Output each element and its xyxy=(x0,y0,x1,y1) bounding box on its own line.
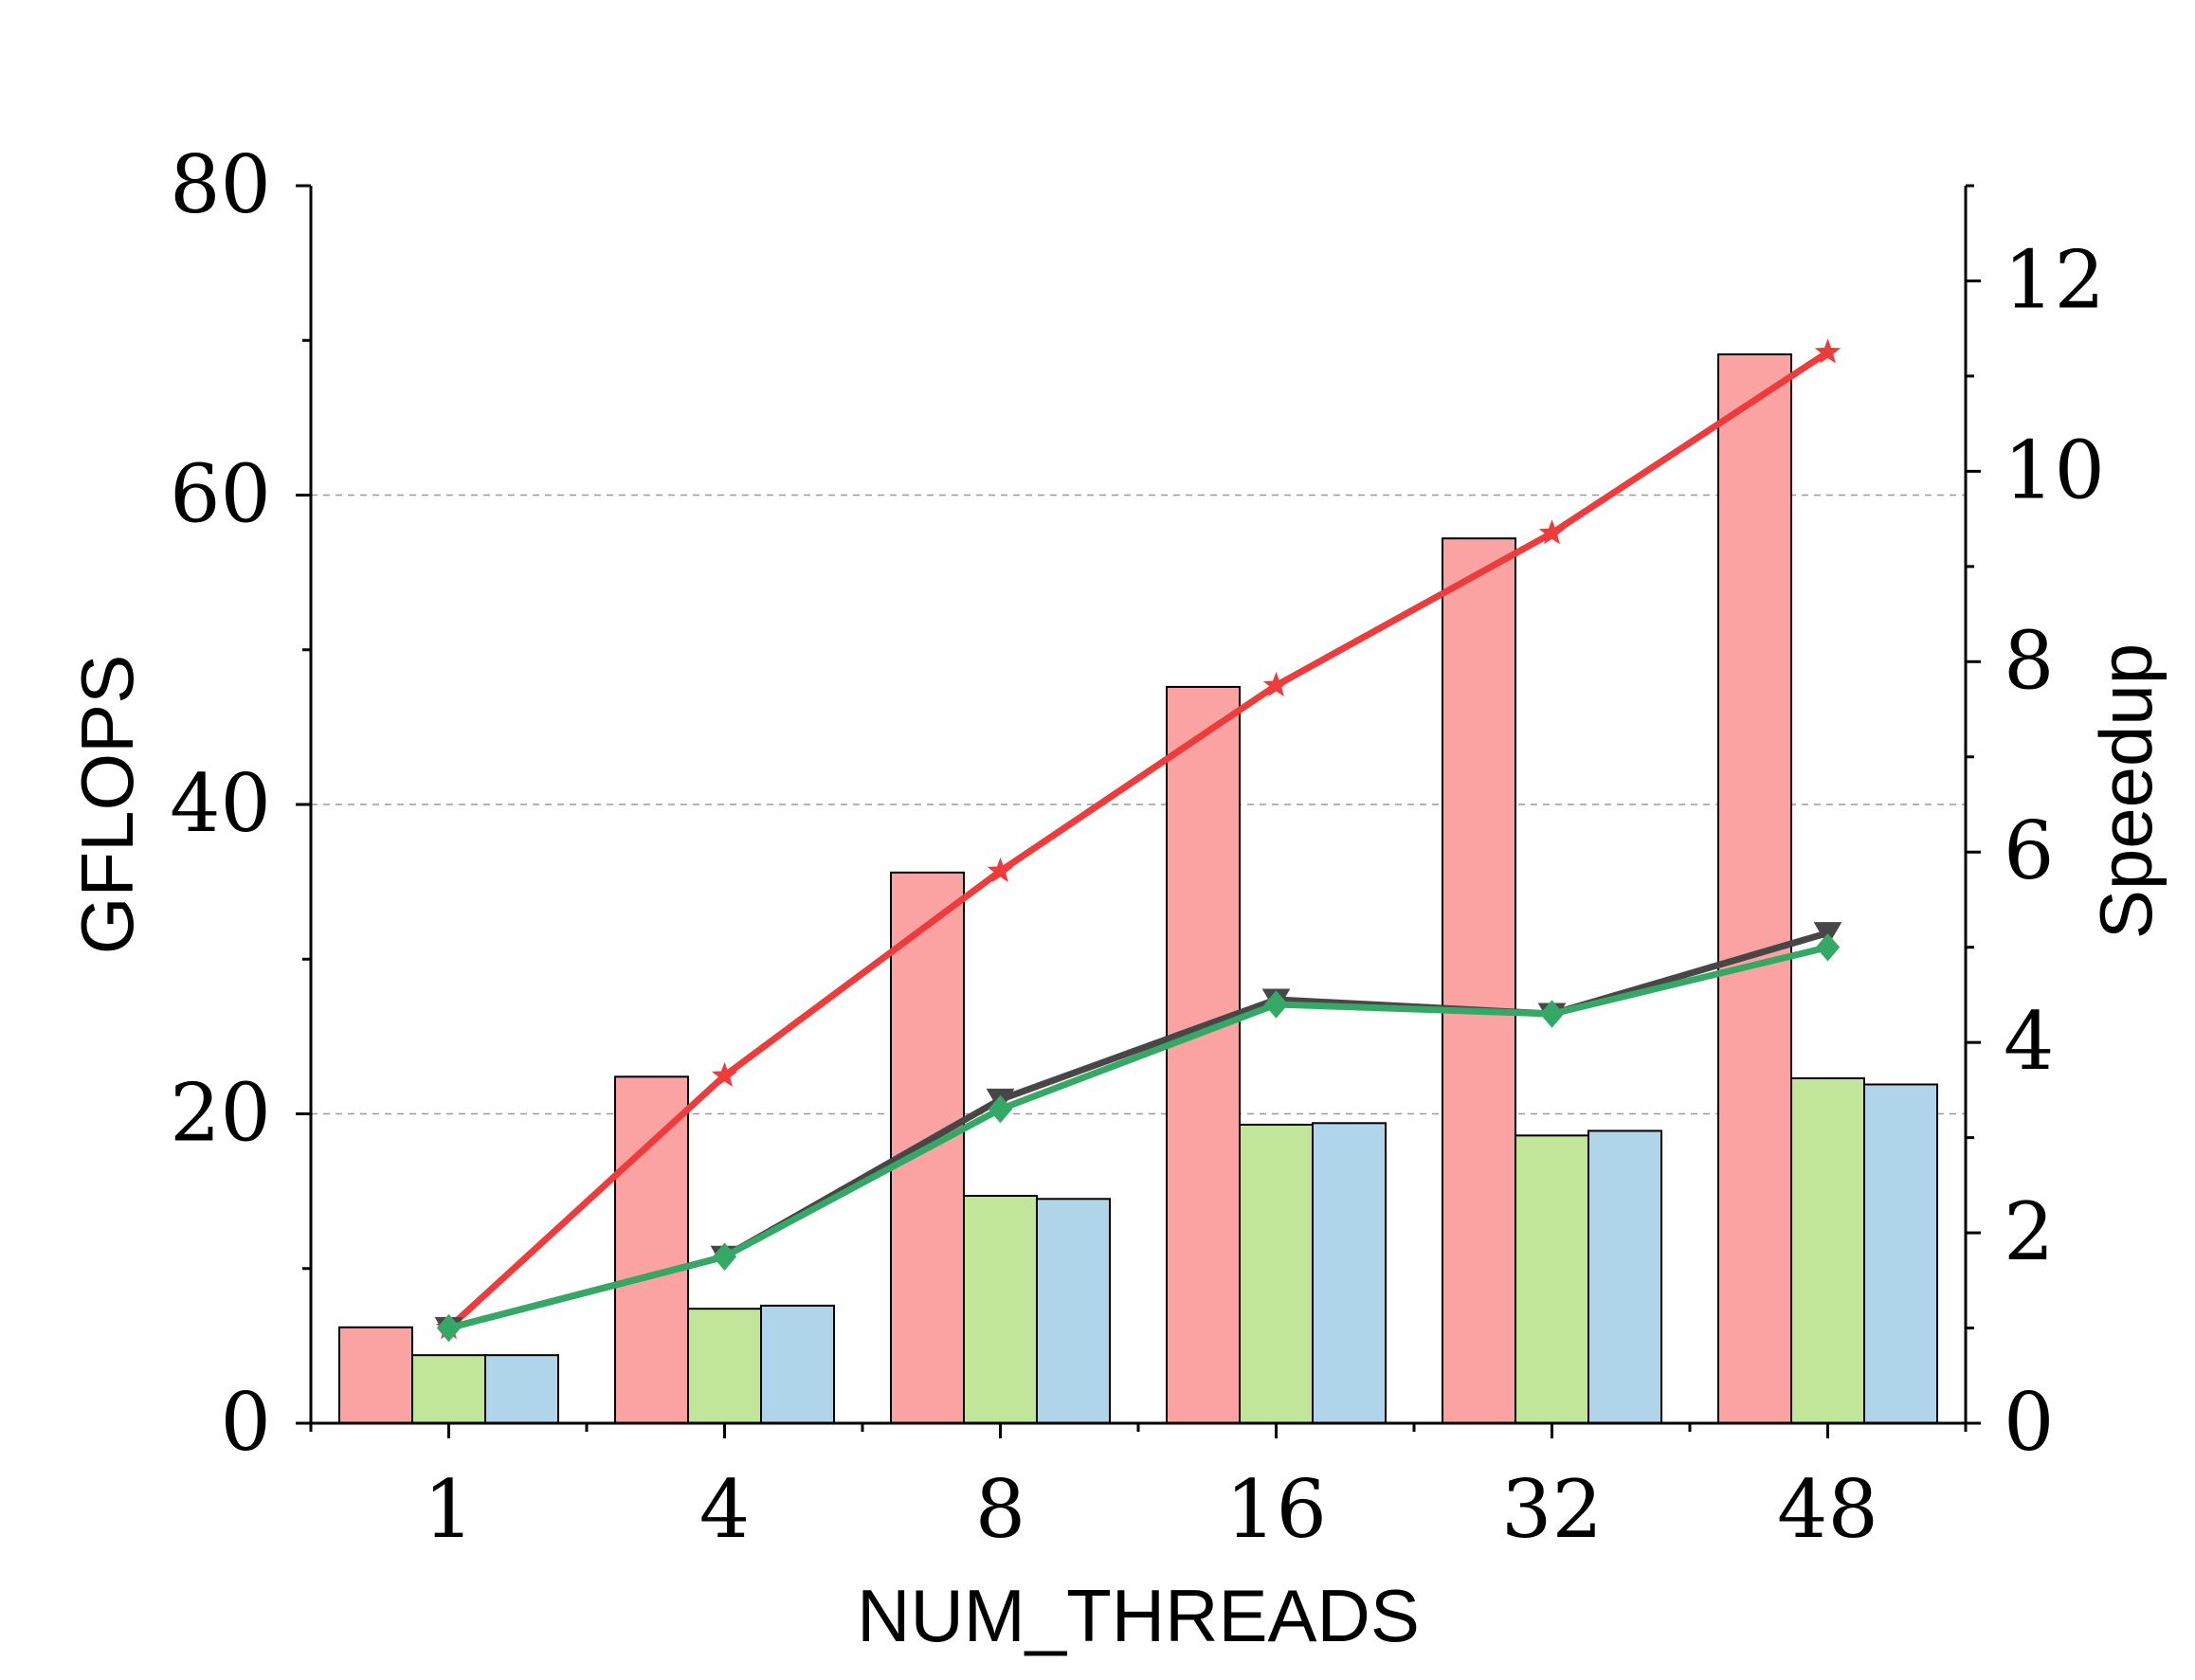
speedup-point-series3-48 xyxy=(1815,932,1841,962)
y2-tick-label-0: 0 xyxy=(2004,1376,2054,1469)
x-tick-label-32: 32 xyxy=(1501,1463,1603,1556)
y-tick-label-20: 20 xyxy=(170,1067,271,1160)
y2-tick-label-6: 6 xyxy=(2004,804,2054,897)
speedup-point-series1-48 xyxy=(1814,338,1841,364)
bars xyxy=(338,352,1938,1425)
bar-series3-16 xyxy=(1312,1122,1387,1425)
x-tick-label-16: 16 xyxy=(1225,1463,1327,1556)
speedup-point-series3-1 xyxy=(436,1313,462,1343)
y2-tick-label-12: 12 xyxy=(2004,233,2105,326)
y2-tick-label-8: 8 xyxy=(2004,614,2054,707)
speedup-point-series3-16 xyxy=(1263,990,1289,1019)
bar-series3-4 xyxy=(760,1304,835,1425)
gridlines xyxy=(311,494,1966,1115)
speedup-lines xyxy=(434,338,1842,1343)
bar-series1-16 xyxy=(1166,685,1241,1424)
speedup-point-series3-8 xyxy=(988,1094,1013,1124)
bar-series2-8 xyxy=(963,1195,1038,1424)
y2-tick-label-4: 4 xyxy=(2004,995,2054,1088)
bar-series3-8 xyxy=(1036,1198,1111,1424)
x-tick-label-4: 4 xyxy=(699,1463,750,1556)
x-tick-label-8: 8 xyxy=(975,1463,1025,1556)
bar-series3-32 xyxy=(1587,1129,1662,1425)
speedup-line-series3 xyxy=(447,944,1829,1331)
bar-series2-4 xyxy=(687,1308,762,1424)
bar-series1-32 xyxy=(1442,537,1516,1424)
bar-series2-32 xyxy=(1515,1134,1589,1424)
y-tick-label-60: 60 xyxy=(170,448,271,541)
bar-series2-48 xyxy=(1790,1076,1865,1424)
x-axis-title: NUM_THREADS xyxy=(857,1574,1420,1657)
y-tick-label-40: 40 xyxy=(170,757,271,850)
speedup-point-series3-32 xyxy=(1539,1000,1565,1028)
speedup-point-series3-4 xyxy=(712,1242,737,1271)
bar-series1-48 xyxy=(1717,352,1792,1424)
bar-series1-4 xyxy=(614,1075,689,1424)
x-tick-label-1: 1 xyxy=(424,1463,474,1556)
bar-series2-16 xyxy=(1239,1123,1314,1424)
bar-series2-1 xyxy=(411,1354,486,1425)
bar-series3-1 xyxy=(484,1354,559,1425)
y2-tick-label-10: 10 xyxy=(2004,424,2105,516)
speedup-point-series1-16 xyxy=(1262,671,1290,697)
bar-series1-1 xyxy=(338,1326,413,1425)
bar-series3-48 xyxy=(1863,1083,1938,1425)
speedup-point-series1-4 xyxy=(711,1061,738,1087)
y-tick-label-80: 80 xyxy=(170,138,271,231)
y-axis-title: GFLOPS xyxy=(65,655,149,954)
y-tick-label-0: 0 xyxy=(221,1376,271,1469)
speedup-point-series1-32 xyxy=(1538,519,1566,545)
y2-tick-label-2: 2 xyxy=(2004,1185,2054,1278)
speedup-line-series1 xyxy=(446,349,1830,1331)
y2-axis-title: Speedup xyxy=(2084,643,2168,939)
x-tick-label-48: 48 xyxy=(1777,1463,1878,1556)
speedup-point-series1-8 xyxy=(987,857,1014,882)
